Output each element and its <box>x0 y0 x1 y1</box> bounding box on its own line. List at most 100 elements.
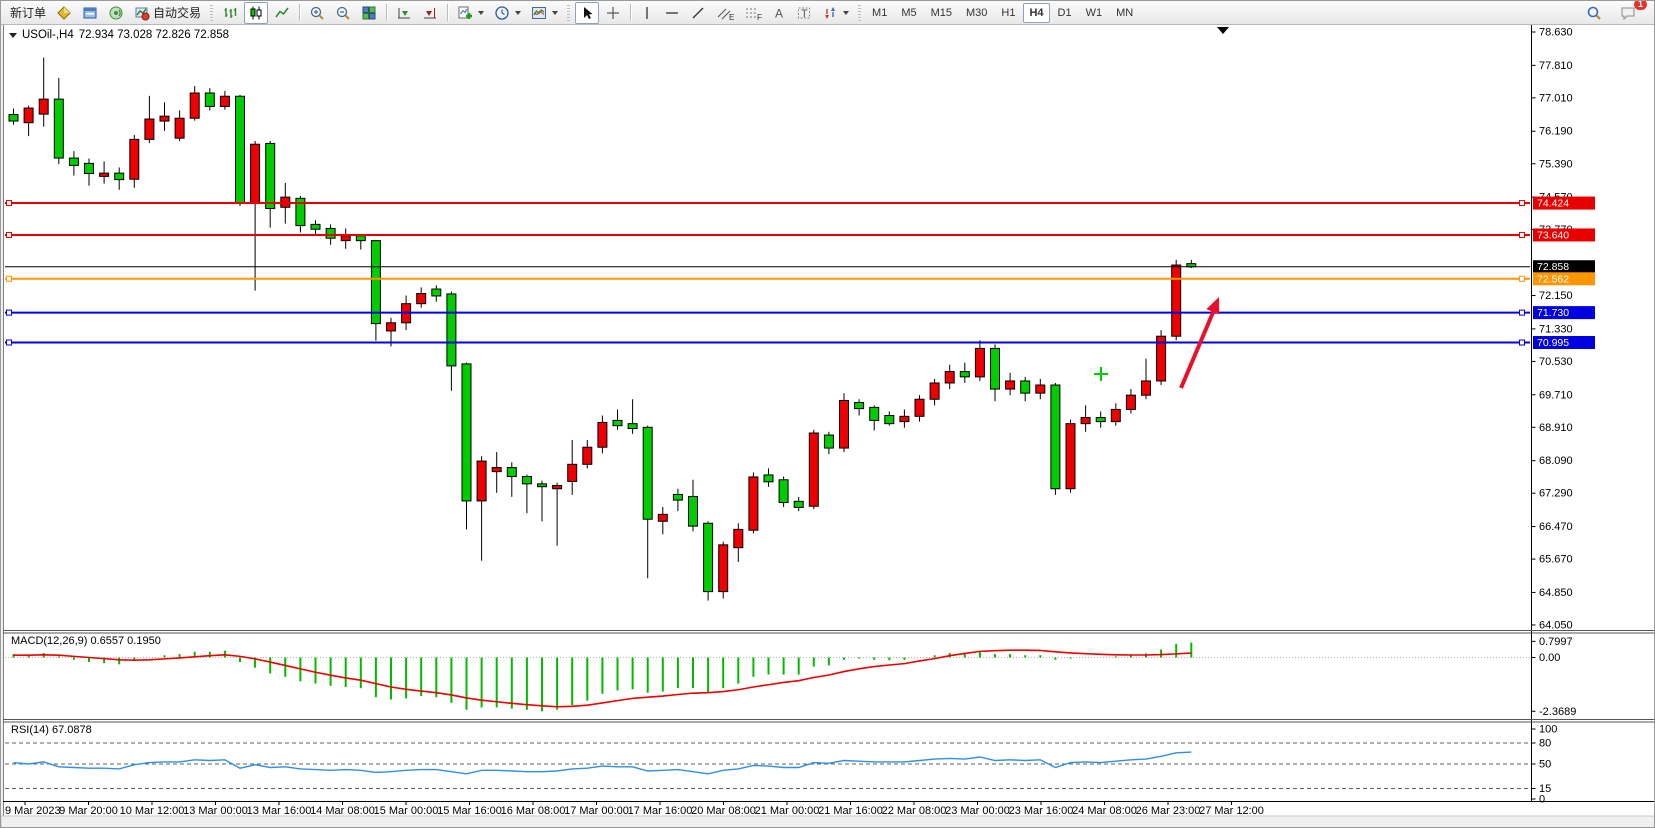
macd-signal-line <box>13 649 1192 708</box>
tf-m5-button[interactable]: M5 <box>901 6 917 19</box>
text-button[interactable]: A <box>768 2 790 24</box>
candle-body <box>204 92 215 107</box>
candle-body <box>521 476 532 485</box>
template-button[interactable] <box>527 2 562 24</box>
auto-trading-button[interactable]: 自动交易 <box>130 2 205 24</box>
cursor-button[interactable] <box>575 1 600 24</box>
svg-text:0.00: 0.00 <box>1539 652 1560 664</box>
horizontal-line-object[interactable]: 72.562 <box>5 272 1595 286</box>
auto-scroll-button[interactable] <box>392 2 416 24</box>
tf-d1-button[interactable]: D1 <box>1057 6 1072 19</box>
horizontal-line-object[interactable]: 73.640 <box>5 228 1595 242</box>
price-scale-background[interactable] <box>1534 25 1655 816</box>
navigator-button[interactable] <box>78 2 102 24</box>
candle-body <box>718 544 729 593</box>
channel-button[interactable]: E <box>712 2 738 24</box>
svg-text:E: E <box>729 13 734 21</box>
svg-text:64.850: 64.850 <box>1539 587 1573 599</box>
text-label-button[interactable]: T <box>792 2 816 24</box>
toolbar: 新订单 <box>1 1 1654 25</box>
bar-chart-button[interactable] <box>218 2 242 24</box>
tf-m30-button[interactable]: M30 <box>966 6 988 19</box>
add-indicator-button[interactable] <box>453 2 488 24</box>
svg-text:72.150: 72.150 <box>1539 290 1573 302</box>
tf-m15-button[interactable]: M15 <box>930 6 952 19</box>
line-chart-button[interactable] <box>270 2 294 24</box>
svg-text:74.424: 74.424 <box>1537 198 1569 210</box>
candlestick-chart-icon <box>250 6 262 19</box>
arrows-button[interactable] <box>818 2 853 24</box>
text-icon: A <box>775 6 783 20</box>
toolbar-grip <box>858 4 862 21</box>
svg-text:9 Mar 20:00: 9 Mar 20:00 <box>59 805 118 817</box>
macd-axis-labels[interactable]: 0.7997 0.00 -2.3689 <box>1531 636 1577 718</box>
plus-marker[interactable] <box>1094 367 1108 381</box>
candle-body <box>159 115 170 122</box>
svg-text:71.330: 71.330 <box>1539 323 1573 335</box>
candle-body <box>839 399 849 449</box>
zoom-out-icon <box>336 6 350 20</box>
zoom-out-button[interactable] <box>331 2 355 24</box>
svg-text:70.530: 70.530 <box>1539 356 1573 368</box>
text-label-icon: T <box>798 7 811 20</box>
rsi-level-lines <box>5 742 1530 789</box>
candle-body <box>476 460 487 502</box>
horizontal-line-object[interactable]: 74.424 <box>5 196 1595 210</box>
svg-text:71.730: 71.730 <box>1537 307 1569 319</box>
candle-body <box>793 500 804 508</box>
period-button[interactable] <box>490 2 525 24</box>
trendline-button[interactable] <box>686 2 710 24</box>
candlestick-series <box>8 57 1197 601</box>
symbol-dropdown-icon[interactable] <box>9 32 17 38</box>
tf-mn-button[interactable]: MN <box>1116 6 1134 19</box>
search-button[interactable] <box>1582 2 1606 24</box>
svg-text:21 Mar 00:00: 21 Mar 00:00 <box>755 805 820 817</box>
candle-body <box>537 483 547 488</box>
chart-shift-button[interactable] <box>418 2 442 24</box>
svg-text:64.050: 64.050 <box>1539 619 1573 631</box>
new-order-button[interactable]: 新订单 <box>6 2 50 24</box>
candle-body <box>370 240 381 325</box>
signals-button[interactable] <box>104 2 128 24</box>
candle-body <box>778 479 789 504</box>
tf-m1-button[interactable]: M1 <box>872 6 888 19</box>
horizontal-line-object[interactable]: 71.730 <box>5 306 1595 320</box>
horizontal-line-object[interactable]: 70.995 <box>5 336 1595 350</box>
market-watch-button[interactable] <box>52 2 76 24</box>
svg-text:0: 0 <box>1539 794 1545 806</box>
add-indicator-icon <box>458 6 473 19</box>
tf-w1-button[interactable]: W1 <box>1085 6 1103 19</box>
candle-body <box>990 347 1000 390</box>
svg-text:22 Mar 08:00: 22 Mar 08:00 <box>882 805 947 817</box>
channel-icon: E <box>717 8 734 21</box>
zoom-in-button[interactable] <box>305 2 329 24</box>
candle-body <box>461 363 472 502</box>
candle-body <box>8 114 19 122</box>
trend-arrow-annotation[interactable] <box>1179 297 1220 389</box>
svg-text:20 Mar 08:00: 20 Mar 08:00 <box>691 805 756 817</box>
price-axis-badge <box>1533 336 1595 350</box>
candle-body <box>808 432 819 507</box>
candlestick-chart-button[interactable] <box>244 1 269 24</box>
cursor-icon <box>584 6 593 19</box>
horizontal-line-button[interactable] <box>660 2 684 24</box>
candle-body <box>974 347 985 378</box>
candle-body <box>68 157 79 166</box>
chart-shift-marker[interactable] <box>1217 27 1229 34</box>
rsi-axis-labels[interactable]: 100 80 50 150 <box>1531 724 1558 806</box>
tf-h4-button[interactable]: H4 <box>1023 2 1050 23</box>
tile-windows-button[interactable] <box>357 2 381 24</box>
fibonacci-button[interactable]: F <box>740 2 766 24</box>
tf-h1-button[interactable]: H1 <box>1001 6 1016 19</box>
candle-body <box>1125 394 1136 410</box>
candle-body <box>703 522 714 593</box>
notifications-button[interactable]: 1 <box>1616 1 1647 24</box>
candle-body <box>431 288 442 297</box>
crosshair-button[interactable] <box>601 2 625 24</box>
candle-body <box>1156 335 1167 382</box>
clock-icon <box>495 5 509 20</box>
svg-text:0.7997: 0.7997 <box>1539 636 1573 648</box>
vertical-line-button[interactable] <box>636 2 658 24</box>
